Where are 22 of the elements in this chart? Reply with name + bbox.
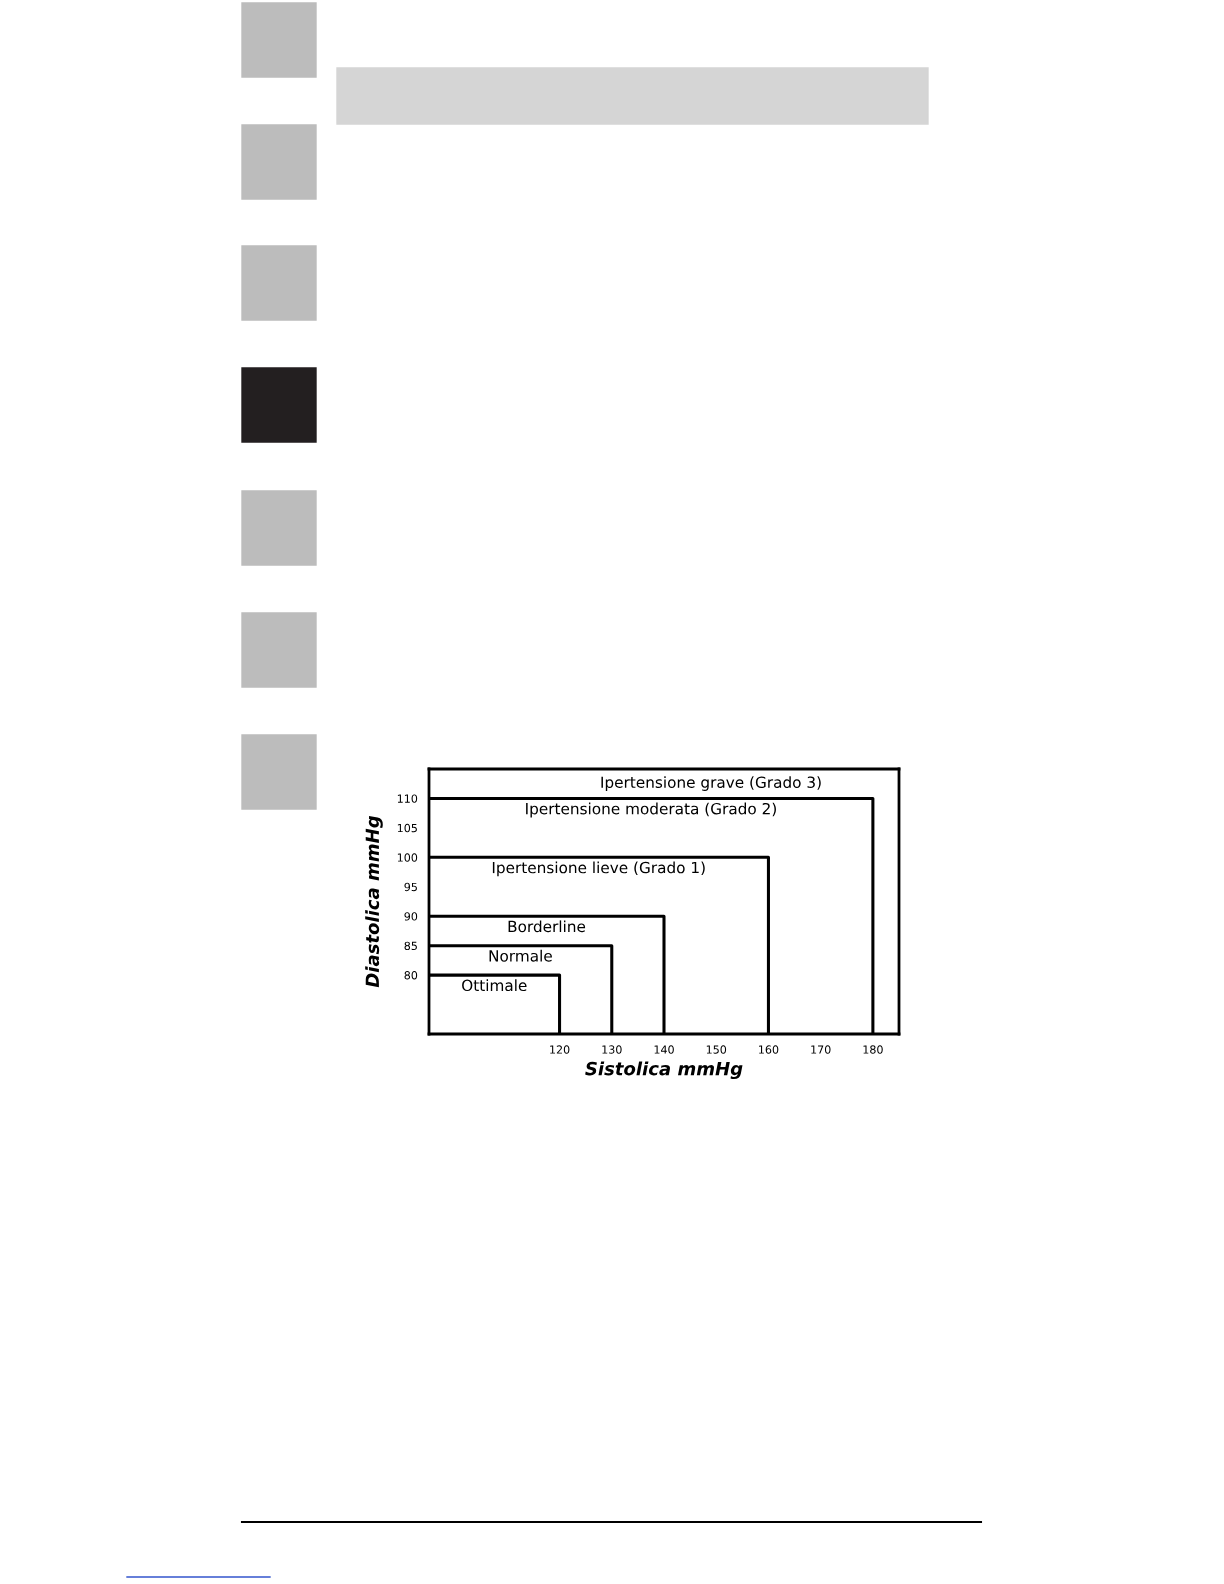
y-tick-label: 110 (397, 794, 418, 803)
series-label: Ottimale (462, 979, 527, 992)
x-tick-label: 120 (550, 1045, 570, 1054)
y-tick-label: 100 (397, 853, 418, 862)
series-label: Ipertensione moderata (Grado 2) (526, 802, 776, 818)
series-label: Ipertensione lieve (Grado 1) (492, 861, 705, 877)
x-tick-label: 160 (759, 1045, 779, 1054)
x-tick-label: 170 (811, 1045, 831, 1054)
y-tick-label: 90 (404, 912, 418, 921)
series-label: Normale (489, 949, 552, 962)
x-tick-label: 130 (602, 1045, 622, 1054)
x-tick-label: 140 (654, 1045, 674, 1054)
series-label: Borderline (508, 920, 586, 933)
annotation: Ipertensione grave (Grado 3) (601, 776, 821, 791)
y-tick-label: 105 (397, 823, 417, 833)
y-tick-label: 95 (404, 882, 417, 892)
x-tick-label: 180 (863, 1045, 883, 1054)
y-axis-title: Diastolica mmHg (365, 815, 383, 988)
x-axis-title: Sistolica mmHg (585, 1061, 743, 1080)
y-tick-label: 80 (404, 971, 418, 980)
x-tick-label: 150 (706, 1045, 727, 1054)
y-tick-label: 85 (404, 941, 417, 951)
